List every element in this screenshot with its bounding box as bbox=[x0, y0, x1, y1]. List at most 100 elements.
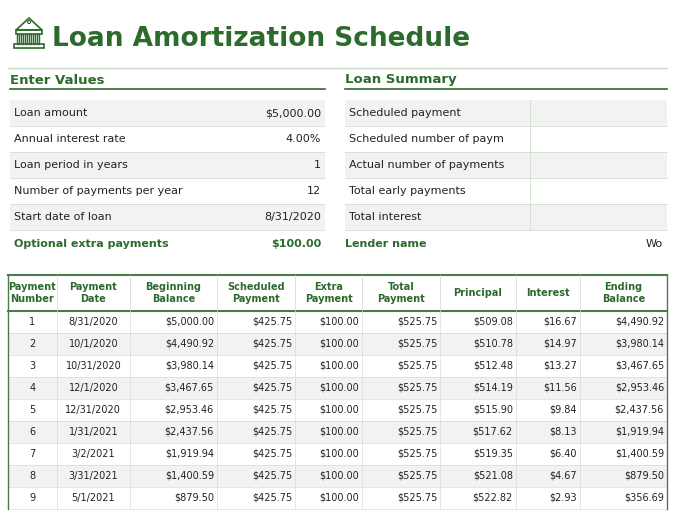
Text: 12/1/2020: 12/1/2020 bbox=[68, 383, 118, 393]
Bar bbox=[345, 178, 667, 204]
Text: $425.75: $425.75 bbox=[252, 493, 292, 503]
Bar bbox=[8, 487, 667, 509]
Text: $100.00: $100.00 bbox=[319, 427, 359, 437]
Text: 2: 2 bbox=[29, 339, 36, 349]
Text: $525.75: $525.75 bbox=[397, 493, 437, 503]
Text: $2,437.56: $2,437.56 bbox=[165, 427, 214, 437]
Bar bbox=[8, 333, 667, 355]
Bar bbox=[10, 100, 325, 126]
Text: $100.00: $100.00 bbox=[271, 239, 321, 249]
Text: Total early payments: Total early payments bbox=[349, 186, 466, 196]
Text: $3,980.14: $3,980.14 bbox=[615, 339, 664, 349]
Bar bbox=[10, 178, 325, 204]
Text: Wo: Wo bbox=[646, 239, 663, 249]
Text: $510.78: $510.78 bbox=[472, 339, 513, 349]
Bar bbox=[10, 126, 325, 152]
Bar bbox=[8, 465, 667, 487]
Text: $2,437.56: $2,437.56 bbox=[615, 405, 664, 415]
Text: $100.00: $100.00 bbox=[319, 405, 359, 415]
Text: $5,000.00: $5,000.00 bbox=[265, 108, 321, 118]
Text: $425.75: $425.75 bbox=[252, 317, 292, 327]
Text: $3,467.65: $3,467.65 bbox=[615, 361, 664, 371]
Text: $8.13: $8.13 bbox=[549, 427, 577, 437]
Text: 1/31/2021: 1/31/2021 bbox=[69, 427, 118, 437]
Text: $100.00: $100.00 bbox=[319, 383, 359, 393]
Text: $425.75: $425.75 bbox=[252, 339, 292, 349]
Text: $3,980.14: $3,980.14 bbox=[165, 361, 214, 371]
Text: $2,953.46: $2,953.46 bbox=[165, 405, 214, 415]
Text: Lender name: Lender name bbox=[345, 239, 427, 249]
Text: 8/31/2020: 8/31/2020 bbox=[264, 212, 321, 222]
Text: $2,953.46: $2,953.46 bbox=[615, 383, 664, 393]
Text: $100.00: $100.00 bbox=[319, 339, 359, 349]
Bar bbox=[8, 355, 667, 377]
Text: $525.75: $525.75 bbox=[397, 339, 437, 349]
Text: 5/1/2021: 5/1/2021 bbox=[72, 493, 115, 503]
Text: Start date of loan: Start date of loan bbox=[14, 212, 112, 222]
Text: $4.67: $4.67 bbox=[549, 471, 577, 481]
Bar bbox=[16, 30, 42, 34]
Text: Actual number of payments: Actual number of payments bbox=[349, 160, 504, 170]
Text: Scheduled
Payment: Scheduled Payment bbox=[227, 282, 285, 304]
Bar bbox=[345, 204, 667, 230]
Text: $879.50: $879.50 bbox=[174, 493, 214, 503]
Text: $100.00: $100.00 bbox=[319, 493, 359, 503]
Text: Scheduled payment: Scheduled payment bbox=[349, 108, 461, 118]
Text: $519.35: $519.35 bbox=[472, 449, 513, 459]
Text: $1,400.59: $1,400.59 bbox=[615, 449, 664, 459]
Text: $9.84: $9.84 bbox=[549, 405, 577, 415]
Text: Loan period in years: Loan period in years bbox=[14, 160, 128, 170]
Bar bbox=[25, 34, 27, 44]
Text: $4,490.92: $4,490.92 bbox=[615, 317, 664, 327]
Text: Beginning
Balance: Beginning Balance bbox=[145, 282, 201, 304]
Text: $2.93: $2.93 bbox=[549, 493, 577, 503]
Bar bbox=[8, 421, 667, 443]
Text: Loan Amortization Schedule: Loan Amortization Schedule bbox=[52, 26, 470, 52]
Text: Loan amount: Loan amount bbox=[14, 108, 87, 118]
Bar bbox=[345, 126, 667, 152]
Bar bbox=[8, 311, 667, 333]
Text: Total interest: Total interest bbox=[349, 212, 421, 222]
Text: 4.00%: 4.00% bbox=[286, 134, 321, 144]
Text: 7: 7 bbox=[29, 449, 36, 459]
Text: $1,919.94: $1,919.94 bbox=[615, 427, 664, 437]
Bar bbox=[33, 34, 35, 44]
Text: Payment
Number: Payment Number bbox=[9, 282, 56, 304]
Text: $1,919.94: $1,919.94 bbox=[165, 449, 214, 459]
Text: Annual interest rate: Annual interest rate bbox=[14, 134, 126, 144]
Text: 5: 5 bbox=[29, 405, 36, 415]
Text: $425.75: $425.75 bbox=[252, 361, 292, 371]
Text: $525.75: $525.75 bbox=[397, 427, 437, 437]
Text: $13.27: $13.27 bbox=[543, 361, 577, 371]
Text: $517.62: $517.62 bbox=[472, 427, 513, 437]
Text: $425.75: $425.75 bbox=[252, 383, 292, 393]
Text: 4: 4 bbox=[30, 383, 36, 393]
Text: $356.69: $356.69 bbox=[624, 493, 664, 503]
Text: 12/31/2020: 12/31/2020 bbox=[65, 405, 122, 415]
Text: Enter Values: Enter Values bbox=[10, 73, 105, 86]
Bar bbox=[29, 34, 31, 44]
Text: $5,000.00: $5,000.00 bbox=[165, 317, 214, 327]
Bar bbox=[8, 399, 667, 421]
Text: 10/31/2020: 10/31/2020 bbox=[65, 361, 122, 371]
Text: $525.75: $525.75 bbox=[397, 405, 437, 415]
Text: 8: 8 bbox=[30, 471, 36, 481]
Bar bbox=[14, 44, 44, 48]
Text: $525.75: $525.75 bbox=[397, 361, 437, 371]
Text: 1: 1 bbox=[30, 317, 36, 327]
Text: $16.67: $16.67 bbox=[543, 317, 577, 327]
Text: 9: 9 bbox=[30, 493, 36, 503]
Text: Loan Summary: Loan Summary bbox=[345, 73, 456, 86]
Text: 12: 12 bbox=[307, 186, 321, 196]
Text: $6.40: $6.40 bbox=[549, 449, 577, 459]
Text: Ending
Balance: Ending Balance bbox=[602, 282, 645, 304]
Bar bbox=[345, 100, 667, 126]
Bar bbox=[10, 152, 325, 178]
Text: $100.00: $100.00 bbox=[319, 449, 359, 459]
Bar bbox=[8, 443, 667, 465]
Text: 10/1/2020: 10/1/2020 bbox=[69, 339, 118, 349]
Bar bbox=[21, 34, 23, 44]
Text: $425.75: $425.75 bbox=[252, 471, 292, 481]
Text: $100.00: $100.00 bbox=[319, 317, 359, 327]
Text: Total
Payment: Total Payment bbox=[377, 282, 425, 304]
